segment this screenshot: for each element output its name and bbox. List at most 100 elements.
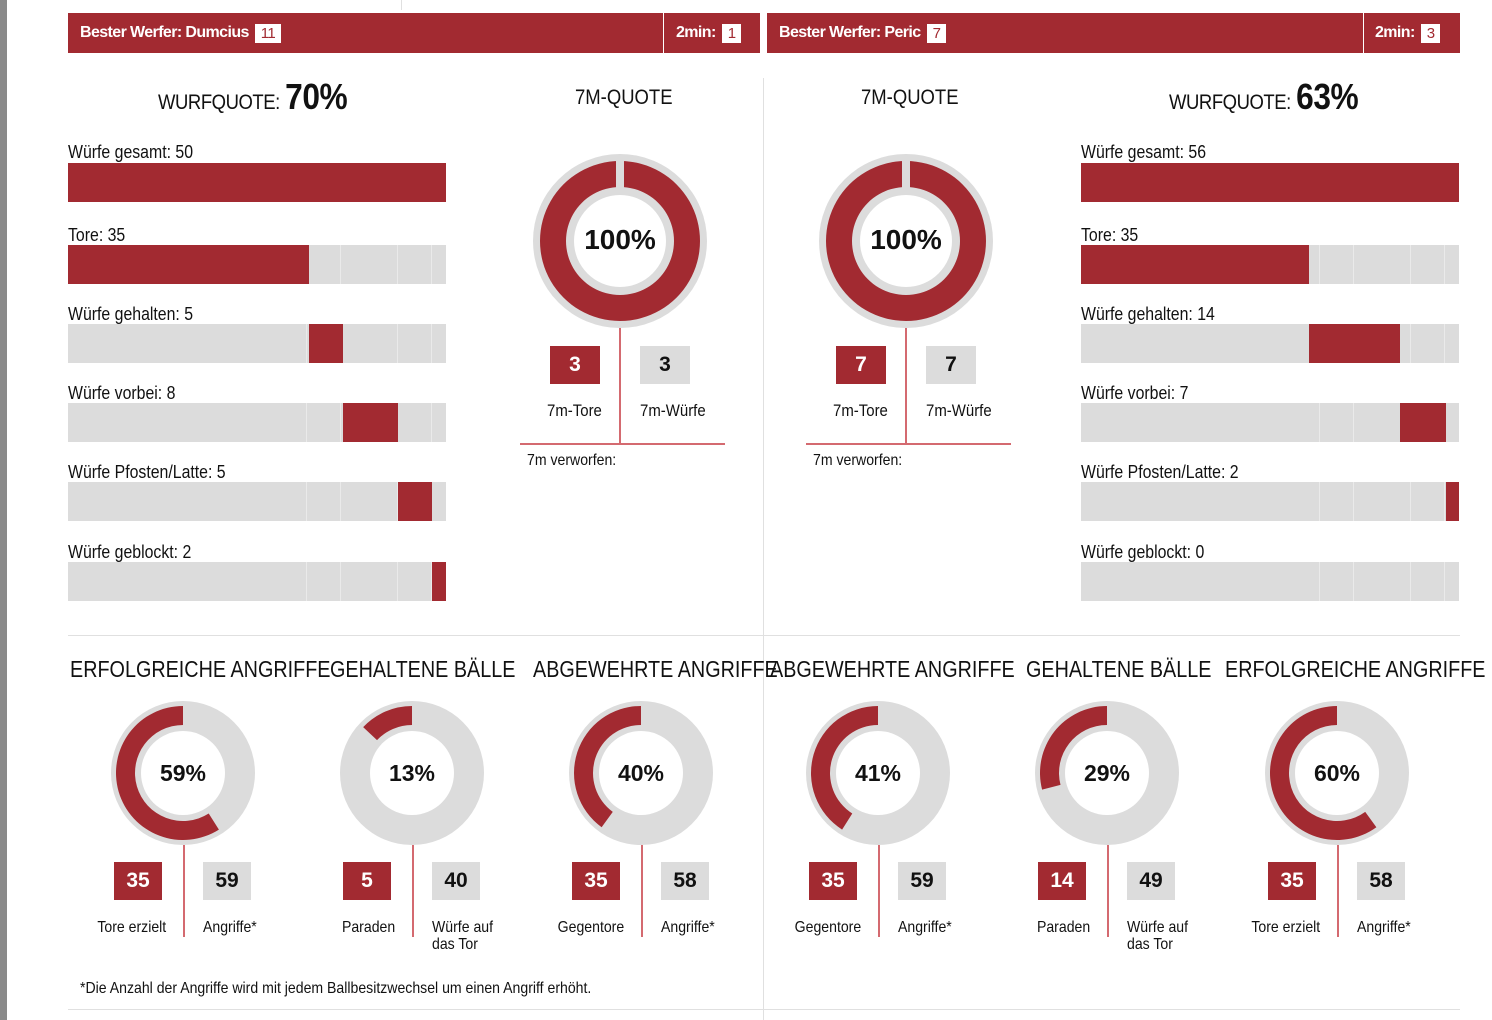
bar-gridline bbox=[1319, 403, 1321, 442]
two-min-value: 1 bbox=[721, 23, 742, 43]
bar-gridline bbox=[1353, 403, 1355, 442]
ratio-donut bbox=[111, 701, 255, 845]
header-separator bbox=[663, 13, 664, 53]
seven-m-percent: 100% bbox=[584, 224, 656, 255]
donut-arc bbox=[1270, 706, 1377, 840]
stat-label: Würfe gehalten: 14 bbox=[1081, 304, 1215, 324]
bar-gridline bbox=[1353, 562, 1355, 601]
donut-value-a: 5 bbox=[343, 862, 391, 900]
stat-label: Würfe Pfosten/Latte: 5 bbox=[68, 462, 226, 482]
donut-arc bbox=[825, 161, 986, 321]
seven-m-donut bbox=[819, 154, 993, 328]
stat-bar bbox=[68, 163, 446, 202]
section-title: ABGEWEHRTE ANGRIFFE bbox=[770, 656, 1015, 682]
bar-gridline bbox=[306, 482, 308, 521]
donut-label-a: Tore erzielt bbox=[97, 919, 167, 936]
red-divider bbox=[641, 845, 643, 937]
bar-fill bbox=[397, 482, 433, 521]
seven-m-goals: 3 bbox=[550, 346, 600, 384]
bar-gridline bbox=[430, 245, 432, 284]
bar-fill bbox=[1081, 163, 1459, 202]
bar-gridline bbox=[396, 562, 398, 601]
bar-gridline bbox=[306, 562, 308, 601]
bar-gridline bbox=[306, 403, 308, 442]
donut-value-b: 59 bbox=[898, 862, 946, 900]
donut-label-a: Paraden bbox=[341, 919, 396, 936]
donut-percent: 59% bbox=[159, 760, 207, 786]
donut-hole bbox=[574, 195, 666, 287]
donut-label-b: Würfe auf das Tor bbox=[432, 919, 494, 953]
bar-gridline bbox=[1409, 245, 1411, 284]
ratio-donut bbox=[1035, 701, 1179, 845]
donut-value-b: 58 bbox=[661, 862, 709, 900]
bar-fill bbox=[1081, 245, 1310, 284]
bar-fill bbox=[1400, 403, 1446, 442]
bar-gridline bbox=[396, 245, 398, 284]
section-divider bbox=[68, 635, 1460, 636]
stat-bar bbox=[1081, 163, 1459, 202]
bar-gridline bbox=[306, 324, 308, 363]
donut-percent: 41% bbox=[854, 760, 902, 786]
stat-label: Würfe vorbei: 8 bbox=[68, 383, 176, 403]
donut-arc bbox=[115, 706, 219, 840]
donut-value-a: 35 bbox=[572, 862, 620, 900]
two-min-value: 3 bbox=[1420, 23, 1441, 43]
bar-gridline bbox=[340, 403, 342, 442]
stat-label: Würfe gehalten: 5 bbox=[68, 304, 194, 324]
stat-label: Würfe geblockt: 0 bbox=[1081, 542, 1205, 562]
best-thrower-label: Bester Werfer: Peric bbox=[779, 24, 921, 41]
window-edge bbox=[0, 0, 7, 1020]
stat-bar bbox=[68, 403, 446, 442]
bottom-divider bbox=[68, 1009, 1460, 1010]
ratio-donut bbox=[340, 701, 484, 845]
best-thrower-label: Bester Werfer: Dumcius bbox=[80, 24, 249, 41]
seven-m-goals-label: 7m-Tore bbox=[547, 401, 602, 420]
section-title: ERFOLGREICHE ANGRIFFE bbox=[1225, 656, 1486, 682]
bar-gridline bbox=[1443, 324, 1445, 363]
wurfquote: WURFQUOTE: 70% bbox=[158, 76, 348, 118]
bar-gridline bbox=[1353, 245, 1355, 284]
bar-fill bbox=[1445, 482, 1459, 521]
bar-gridline bbox=[1319, 482, 1321, 521]
donut-arc bbox=[574, 706, 641, 828]
donut-hole bbox=[1065, 731, 1149, 815]
donut-arc bbox=[539, 161, 700, 321]
donut-percent: 60% bbox=[1313, 760, 1361, 786]
donut-label-a: Paraden bbox=[1036, 919, 1091, 936]
donut-label-b: Angriffe* bbox=[661, 919, 715, 936]
bar-gridline bbox=[340, 562, 342, 601]
stat-bar bbox=[68, 245, 446, 284]
donut-hole bbox=[599, 731, 683, 815]
bar-gridline bbox=[1409, 324, 1411, 363]
bar-gridline bbox=[340, 482, 342, 521]
donut-label-b: Angriffe* bbox=[1357, 919, 1411, 936]
bar-fill bbox=[432, 562, 446, 601]
seven-m-attempts: 7 bbox=[926, 346, 976, 384]
stat-label: Tore: 35 bbox=[1081, 225, 1139, 245]
seven-m-attempts-label: 7m-Würfe bbox=[640, 401, 706, 420]
footnote: *Die Anzahl der Angriffe wird mit jedem … bbox=[80, 980, 592, 997]
red-baseline bbox=[520, 443, 725, 445]
stat-label: Würfe gesamt: 50 bbox=[68, 142, 194, 162]
donut-label-b: Angriffe* bbox=[203, 919, 257, 936]
bar-gridline bbox=[1443, 482, 1445, 521]
section-title: ERFOLGREICHE ANGRIFFE bbox=[70, 656, 331, 682]
seven-m-title: 7M-QUOTE bbox=[575, 86, 673, 109]
red-divider bbox=[1107, 845, 1109, 937]
stat-bar bbox=[1081, 482, 1459, 521]
bar-gridline bbox=[430, 562, 432, 601]
seven-m-percent: 100% bbox=[870, 224, 942, 255]
bar-gridline bbox=[430, 324, 432, 363]
donut-label-a: Tore erzielt bbox=[1251, 919, 1321, 936]
bar-gridline bbox=[1443, 562, 1445, 601]
wurfquote-label: WURFQUOTE: bbox=[1169, 91, 1291, 114]
seven-m-goals-label: 7m-Tore bbox=[833, 401, 888, 420]
best-thrower-goals: 7 bbox=[926, 23, 947, 43]
wurfquote-value: 63% bbox=[1296, 76, 1359, 117]
donut-value-b: 40 bbox=[432, 862, 480, 900]
section-title: GEHALTENE BÄLLE bbox=[330, 656, 516, 682]
donut-percent: 29% bbox=[1083, 760, 1131, 786]
stat-label: Würfe gesamt: 56 bbox=[1081, 142, 1207, 162]
wurfquote: WURFQUOTE: 63% bbox=[1169, 76, 1359, 118]
red-divider bbox=[183, 845, 185, 937]
